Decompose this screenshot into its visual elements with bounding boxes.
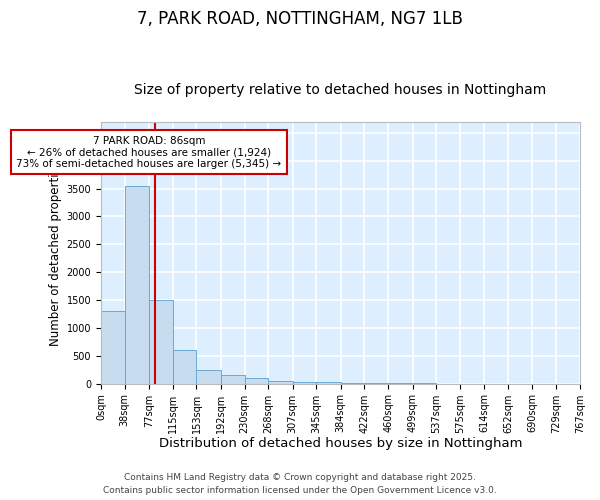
X-axis label: Distribution of detached houses by size in Nottingham: Distribution of detached houses by size … <box>158 437 522 450</box>
Text: 7 PARK ROAD: 86sqm
← 26% of detached houses are smaller (1,924)
73% of semi-deta: 7 PARK ROAD: 86sqm ← 26% of detached hou… <box>16 136 281 169</box>
Bar <box>245 378 268 384</box>
Bar <box>268 381 293 384</box>
Bar <box>149 300 173 384</box>
Bar <box>221 376 245 384</box>
Title: Size of property relative to detached houses in Nottingham: Size of property relative to detached ho… <box>134 83 547 97</box>
Text: Contains HM Land Registry data © Crown copyright and database right 2025.
Contai: Contains HM Land Registry data © Crown c… <box>103 474 497 495</box>
Bar <box>341 383 364 384</box>
Bar <box>293 382 316 384</box>
Text: 7, PARK ROAD, NOTTINGHAM, NG7 1LB: 7, PARK ROAD, NOTTINGHAM, NG7 1LB <box>137 10 463 28</box>
Bar <box>101 311 125 384</box>
Bar <box>125 186 149 384</box>
Bar <box>173 350 196 384</box>
Y-axis label: Number of detached properties: Number of detached properties <box>49 160 62 346</box>
Bar <box>316 382 341 384</box>
Bar <box>196 370 221 384</box>
